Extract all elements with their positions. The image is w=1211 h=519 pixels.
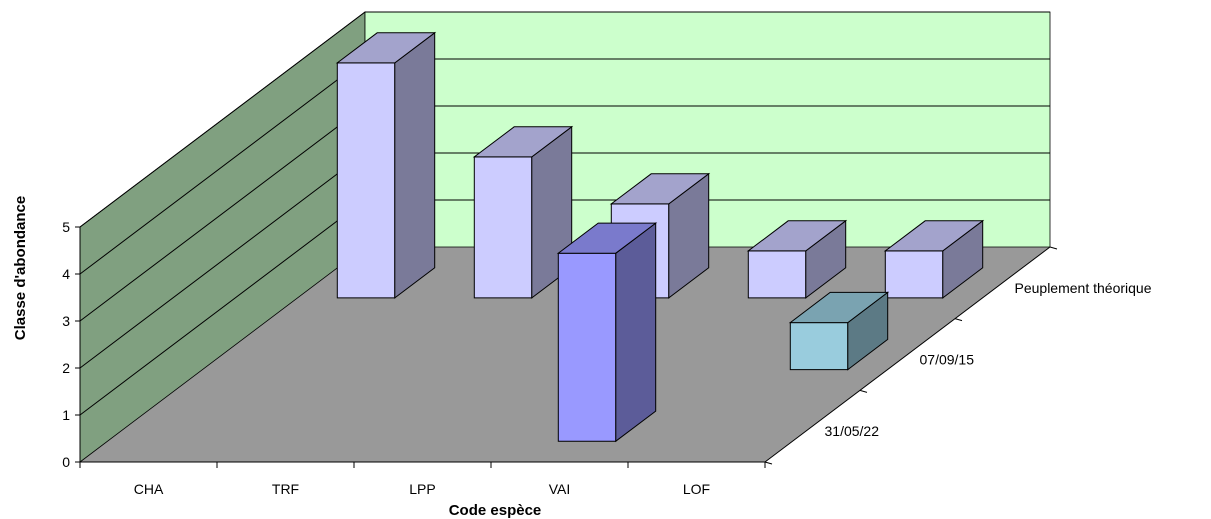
depth-axis-line [764,246,1051,463]
bar-front [557,252,617,442]
x-tick-label: VAI [549,481,571,497]
x-tick-label: TRF [272,481,299,497]
x-axis-title: Code espèce [449,502,542,519]
y-tick-label: 3 [62,313,70,329]
bar [746,219,848,299]
bar [556,222,658,443]
bar-front [884,250,944,299]
series-label: Peuplement théorique [1015,280,1152,296]
series-label: 07/09/15 [920,352,975,368]
bar-top [556,222,658,254]
bar-top [609,173,711,205]
series-label: 31/05/22 [825,423,880,439]
bars [335,31,985,443]
y-tick-label: 4 [62,266,70,282]
bar-top [746,220,848,252]
x-tick-label: LOF [683,481,710,497]
bar-front [473,156,533,299]
y-tick-label: 1 [62,407,70,423]
x-tick-label: CHA [134,481,164,497]
bar [335,31,437,299]
y-axis-title: Classe d'abondance [12,196,29,340]
bar-top [472,126,574,158]
z-tick [859,389,868,393]
z-tick [1049,246,1058,250]
bar-top [335,32,437,64]
y-tick-label: 2 [62,360,70,376]
z-tick [954,318,963,322]
bar [788,291,890,371]
axis-labels: 0 1 2 3 4 5 CHA TRF LPP VAI LOF 31/05/22 07/09/15 Peu… [62,219,1151,497]
bar-front [747,250,807,299]
chart-walls [79,11,1051,463]
gridline [79,11,1050,228]
bar-side [394,31,436,299]
bar-top [788,291,890,324]
y-tick-label: 0 [62,454,70,470]
bar-front [336,62,396,299]
bar-top [883,220,985,252]
x-tick-label: LPP [409,481,435,497]
bar-side [615,222,657,443]
bar [472,125,574,299]
z-tick [764,461,773,465]
bar-front [789,322,849,371]
y-tick-label: 5 [62,219,70,235]
bar [883,219,985,299]
